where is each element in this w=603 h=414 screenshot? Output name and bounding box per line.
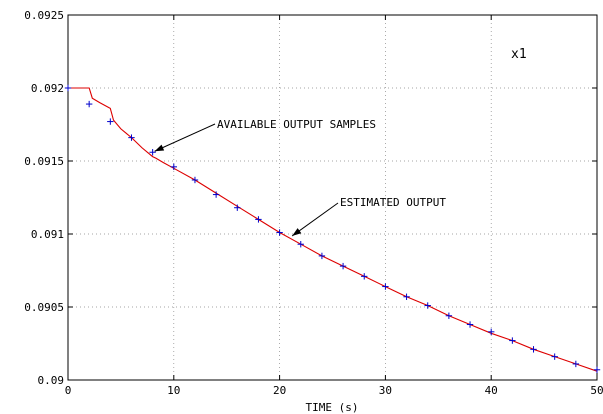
plot-frame xyxy=(67,14,598,381)
sample-point xyxy=(530,346,537,353)
sample-point xyxy=(297,241,304,248)
sample-point xyxy=(466,321,474,328)
sample-point xyxy=(361,273,368,280)
sample-point xyxy=(318,252,326,260)
y-tick-label: 0.0915 xyxy=(24,155,64,168)
sample-point xyxy=(212,191,220,198)
sample-point xyxy=(551,353,558,360)
x-tick-label: 40 xyxy=(485,384,498,397)
annotation-arrowhead xyxy=(292,228,302,236)
x-tick-label: 50 xyxy=(590,384,603,397)
sample-point xyxy=(382,283,389,290)
sample-point xyxy=(424,302,431,309)
x-tick-label: 30 xyxy=(379,384,392,397)
x-tick-label: 10 xyxy=(167,384,180,397)
y-tick-label: 0.0925 xyxy=(24,9,64,22)
sample-point xyxy=(107,118,114,125)
sample-point xyxy=(593,366,601,373)
annotations-layer: AVAILABLE OUTPUT SAMPLES ESTIMATED OUTPUT xyxy=(154,118,446,237)
sample-point xyxy=(234,204,241,211)
axis-ticks: 0 10 20 30 40 50 0.09 0.0905 0.091 0.0915 0.092 0.0… xyxy=(24,9,603,397)
annotation-label: AVAILABLE OUTPUT SAMPLES xyxy=(217,118,376,131)
sample-point xyxy=(128,134,135,141)
y-tick-label: 0.0905 xyxy=(24,301,64,314)
annotation-arrow xyxy=(154,123,216,152)
x-tick-label: 20 xyxy=(273,384,286,397)
sample-point xyxy=(572,360,580,368)
sample-point xyxy=(339,262,347,270)
annotation-label: ESTIMATED OUTPUT xyxy=(340,196,446,209)
sample-point xyxy=(191,176,199,184)
x-axis-label: TIME (s) xyxy=(306,401,359,414)
sample-point xyxy=(255,216,262,223)
sample-point xyxy=(64,84,72,92)
sample-point xyxy=(445,312,453,319)
sample-point xyxy=(170,163,177,171)
annotation-arrowhead xyxy=(154,144,165,152)
annotation-arrow xyxy=(291,202,339,237)
sample-point xyxy=(488,328,495,336)
sample-point xyxy=(149,149,156,156)
sample-point xyxy=(276,229,283,236)
sample-point xyxy=(403,293,410,300)
sample-point xyxy=(509,337,516,344)
y-tick-label: 0.09 xyxy=(38,374,65,387)
y-tick-label: 0.092 xyxy=(31,82,64,95)
x-tick-label: 0 xyxy=(65,384,72,397)
series-layer xyxy=(64,84,601,373)
y-tick-label: 0.091 xyxy=(31,228,64,241)
chart-title: x1 xyxy=(511,47,527,62)
sample-point xyxy=(85,100,93,108)
grid xyxy=(68,15,597,380)
